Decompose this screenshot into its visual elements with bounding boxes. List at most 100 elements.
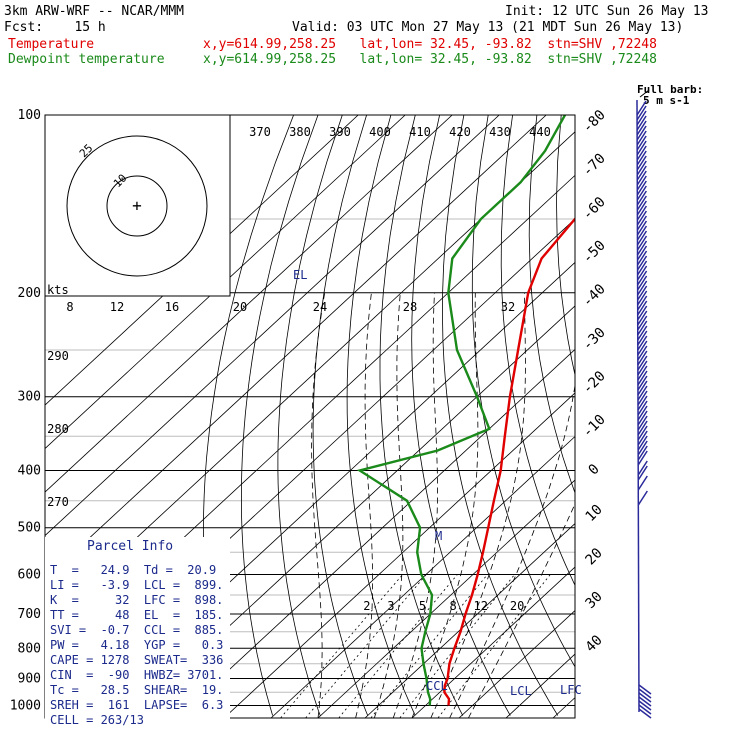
forecast-hour: Fcst: 15 h (4, 20, 106, 35)
pressure-tick-label: 700 (18, 607, 41, 622)
wind-barb (637, 400, 648, 416)
isotherm (45, 115, 359, 406)
isotherm (364, 522, 575, 718)
dry-adiabat (707, 115, 740, 716)
hodograph-box (44, 114, 231, 297)
wind-barb (636, 220, 648, 236)
temperature-tick-label: -60 (580, 194, 609, 223)
parcel-row: LI = -3.9 LCL = 899. (50, 578, 224, 592)
wind-barb (637, 405, 648, 421)
wind-barb (636, 195, 647, 211)
dry-adiabat (609, 115, 740, 716)
parcel-row: T = 24.9 Td = 20.9 (50, 563, 217, 577)
dewpoint-legend-info: x,y=614.99,258.25 lat,lon= 32.45, -93.82… (203, 52, 657, 67)
init-time: Init: 12 UTC Sun 26 May 13 (505, 4, 709, 19)
temperature-tick-label: 10 (583, 502, 606, 525)
wind-barb (636, 190, 647, 206)
wind-barb (636, 225, 648, 241)
wind-barb (636, 125, 647, 141)
wind-barb (637, 330, 648, 346)
wind-barb (636, 165, 647, 181)
barb-staff (636, 99, 640, 713)
moist-adiabat (430, 292, 526, 718)
dry-adiabat (683, 115, 740, 716)
wind-barb (636, 170, 647, 186)
model-title: 3km ARW-WRF -- NCAR/MMM (4, 4, 185, 19)
wind-barb (637, 435, 648, 451)
theta-label: 390 (329, 125, 351, 139)
isotherm (223, 392, 575, 718)
theta-label: 380 (289, 125, 311, 139)
pressure-tick-label: 800 (18, 641, 41, 656)
moist-adiabat (355, 292, 374, 718)
wind-barb (637, 280, 648, 296)
dry-adiabat (346, 115, 416, 716)
wind-barb (636, 155, 647, 171)
hodograph-kts-label: kts (47, 283, 69, 297)
temperature-tick-label: -10 (580, 412, 609, 441)
mixing-ratio-label: 20 (510, 599, 524, 613)
dry-adiabat (659, 115, 740, 716)
wind-barb (636, 110, 647, 126)
wind-barb (636, 105, 647, 121)
lfc-annotation: LFC (560, 683, 582, 697)
hodograph-origin: + (132, 196, 142, 215)
hodograph-speed-tick: 24 (313, 300, 327, 314)
theta-label: 440 (529, 125, 551, 139)
temperature-profile (443, 217, 575, 706)
wind-barb (637, 365, 648, 381)
parcel-row: Tc = 28.5 SHEAR= 19. (50, 683, 224, 697)
isotherm (270, 435, 575, 718)
wind-barb (637, 460, 648, 476)
isotherm (45, 115, 453, 493)
temperature-tick-label: -80 (580, 107, 609, 136)
pressure-tick-label: 600 (18, 567, 41, 582)
wind-barb (636, 245, 648, 261)
temperature-legend-info: x,y=614.99,258.25 lat,lon= 32.45, -93.82… (203, 37, 657, 52)
pressure-tick-label: 400 (18, 464, 41, 479)
temperature-tick-label: 0 (586, 461, 603, 478)
wind-barb (636, 185, 647, 201)
wind-barb (637, 285, 648, 301)
wind-barb (637, 300, 648, 316)
wind-barb (636, 150, 647, 166)
isotherm (45, 115, 547, 580)
mixing-ratio-label: 12 (473, 599, 487, 613)
theta-label: 270 (47, 495, 69, 509)
wind-barb (637, 340, 648, 356)
wind-barb (637, 355, 648, 371)
isotherm (45, 115, 406, 450)
wind-barb (637, 490, 648, 506)
wind-barb (636, 270, 648, 286)
temperature-tick-label: -20 (580, 368, 609, 397)
wind-barb (637, 380, 648, 396)
theta-label: 400 (369, 125, 391, 139)
moist-adiabat (468, 502, 575, 718)
wind-barb (636, 145, 647, 161)
lcl-annotation: LCL (510, 684, 532, 698)
wind-barb (636, 250, 648, 266)
isotherm (129, 305, 575, 718)
hodograph-speed-tick: 8 (66, 300, 73, 314)
parcel-row: CIN = -90 HWBZ= 3701. (50, 668, 224, 682)
theta-label: 410 (409, 125, 431, 139)
wind-barb (636, 215, 648, 231)
theta-label: 420 (449, 125, 471, 139)
temperature-tick-label: -30 (580, 325, 609, 354)
wind-barb (638, 700, 652, 711)
temperature-tick-label: 40 (583, 632, 606, 655)
isotherm (505, 653, 575, 718)
dry-adiabat (411, 115, 511, 716)
theta-label: 280 (47, 422, 69, 436)
wind-barb (637, 425, 648, 441)
dewpoint-profile (356, 115, 567, 706)
pressure-tick-label: 1000 (10, 698, 41, 713)
hodograph-speed-tick: 16 (165, 300, 179, 314)
wind-barb (637, 345, 648, 361)
wind-barb (636, 200, 647, 216)
dry-adiabat (732, 115, 740, 716)
isotherm (45, 115, 500, 537)
parcel-row: TT = 48 EL = 185. (50, 608, 224, 622)
hodograph-speed-tick: 20 (233, 300, 247, 314)
wind-barb (637, 430, 648, 446)
